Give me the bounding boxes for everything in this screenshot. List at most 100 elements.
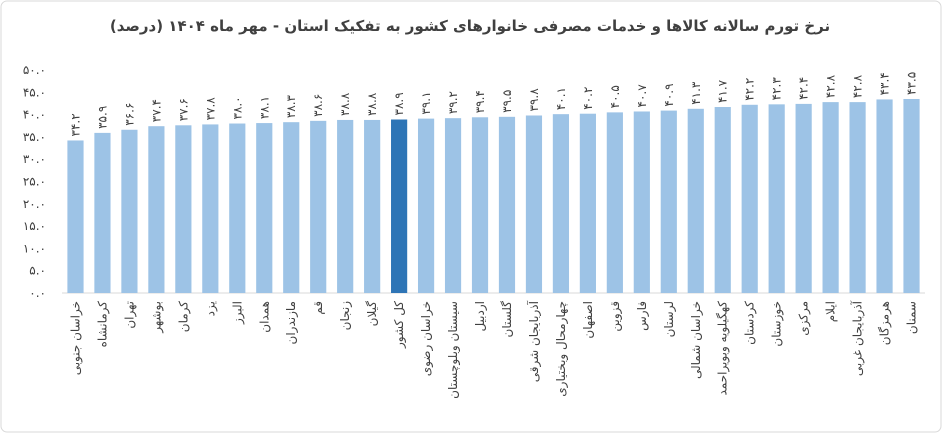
y-tick-label: ۵.۰ (29, 264, 46, 278)
y-tick-label: ۲۰.۰ (23, 197, 46, 211)
bar (687, 108, 704, 293)
value-label: ۴۱.۳ (689, 81, 703, 105)
x-tick-label: یزد (203, 301, 218, 316)
x-tick-label: لرستان (662, 301, 677, 337)
bar (606, 112, 623, 294)
bar (283, 122, 300, 293)
value-label: ۳۵.۹ (95, 106, 109, 129)
x-tick-label: تهران (122, 301, 137, 329)
value-label: ۳۸.۸ (365, 92, 379, 116)
bar (121, 129, 138, 293)
value-label: ۳۸.۶ (311, 94, 325, 117)
value-label: ۳۹.۱ (419, 91, 433, 114)
value-label: ۴۲.۲ (743, 78, 757, 101)
y-tick-label: ۲۵.۰ (23, 175, 46, 189)
value-label: ۴۳.۴ (878, 72, 892, 95)
value-label: ۳۶.۶ (122, 103, 136, 126)
bar (498, 116, 516, 293)
value-label: ۳۸.۳ (284, 94, 298, 118)
bar (579, 113, 596, 293)
x-tick-label: خراسان شمالی (689, 301, 704, 379)
x-tick-label: قم (311, 301, 325, 315)
bar (525, 115, 543, 293)
bar (202, 124, 219, 293)
x-tick-label: سمنان (905, 301, 919, 334)
x-tick-label: مازندران (284, 301, 299, 344)
bar (67, 140, 84, 293)
value-label: ۴۰.۲ (581, 87, 595, 110)
x-tick-label: آذربایجان غربی (850, 300, 866, 376)
value-label: ۴۳.۵ (905, 72, 919, 95)
x-tick-label: قزوین (608, 301, 623, 332)
x-tick-label: خراسان جنوبی (68, 301, 83, 375)
y-tick-label: ۳۵.۰ (23, 130, 46, 144)
bar (148, 126, 165, 293)
bar (391, 119, 408, 293)
bar (364, 119, 381, 294)
y-tick-label: ۱۰.۰ (23, 241, 46, 255)
x-tick-label: خراسان رضوی (419, 301, 434, 376)
bar (903, 98, 920, 294)
value-label: ۳۹.۸ (527, 88, 541, 112)
bar (660, 110, 677, 293)
bar (471, 117, 489, 293)
x-tick-label: اردبیل (473, 301, 488, 332)
value-label: ۳۷.۸ (203, 97, 217, 121)
chart-title: نرخ تورم سالانه کالاها و خدمات مصرفی خان… (110, 17, 830, 35)
bar (256, 123, 273, 293)
x-tick-label: سیستان وبلوچستان (446, 301, 461, 399)
y-tick-label: ۱۵.۰ (23, 219, 46, 233)
value-label: ۴۰.۱ (554, 87, 568, 110)
x-tick-label: ایلام (824, 301, 838, 322)
value-label: ۴۱.۷ (716, 79, 730, 103)
x-tick-label: خوزستان (770, 301, 785, 347)
bar (795, 103, 812, 294)
bar (310, 120, 327, 294)
x-tick-label: گلستان (500, 301, 514, 338)
bar (337, 119, 354, 294)
value-label: ۳۸.۰ (230, 96, 244, 119)
y-tick-label: ۴۰.۰ (23, 108, 46, 122)
bar (741, 104, 758, 294)
value-label: ۳۴.۲ (68, 113, 82, 136)
bar (768, 104, 785, 293)
y-tick-label: ۰.۰ (29, 286, 46, 300)
value-label: ۳۹.۲ (446, 91, 460, 114)
x-tick-label: چهارمحال وبختیاری (554, 301, 569, 397)
bar (822, 102, 839, 293)
x-tick-label: کل کشور (392, 301, 407, 349)
value-label: ۴۲.۳ (770, 77, 784, 101)
bar (229, 123, 246, 294)
bar (175, 125, 192, 293)
bar (552, 114, 570, 294)
bar (633, 111, 650, 293)
bar (94, 132, 111, 293)
x-tick-label: همدان (257, 301, 271, 333)
value-label: ۳۸.۸ (338, 92, 352, 116)
value-label: ۴۲.۴ (797, 77, 811, 100)
bar (417, 118, 435, 293)
x-tick-label: کرمان (176, 301, 191, 333)
value-label: ۳۹.۴ (473, 90, 487, 113)
x-tick-label: کهگیلویه وبویراحمد (716, 301, 731, 396)
value-label: ۳۸.۱ (257, 96, 271, 119)
value-label: ۳۹.۵ (500, 90, 514, 113)
bar (849, 102, 866, 293)
bar (444, 118, 462, 293)
x-tick-label: البرز (230, 301, 245, 325)
value-label: ۳۷.۴ (149, 99, 163, 122)
x-tick-label: هرمزگان (878, 301, 893, 345)
value-label: ۳۷.۶ (176, 98, 190, 121)
x-tick-label: اصفهان (581, 301, 595, 339)
value-label: ۴۲.۸ (824, 74, 838, 98)
value-label: ۴۰.۵ (608, 85, 622, 108)
x-tick-label: کردستان (743, 301, 758, 345)
x-tick-label: فارس (635, 301, 650, 331)
x-tick-label: بوشهر (149, 301, 164, 334)
y-tick-label: ۳۰.۰ (23, 152, 46, 166)
x-tick-label: گیلان (365, 301, 379, 327)
x-tick-label: آذربایجان شرقی (526, 300, 542, 382)
y-tick-label: ۵۰.۰ (23, 63, 46, 77)
